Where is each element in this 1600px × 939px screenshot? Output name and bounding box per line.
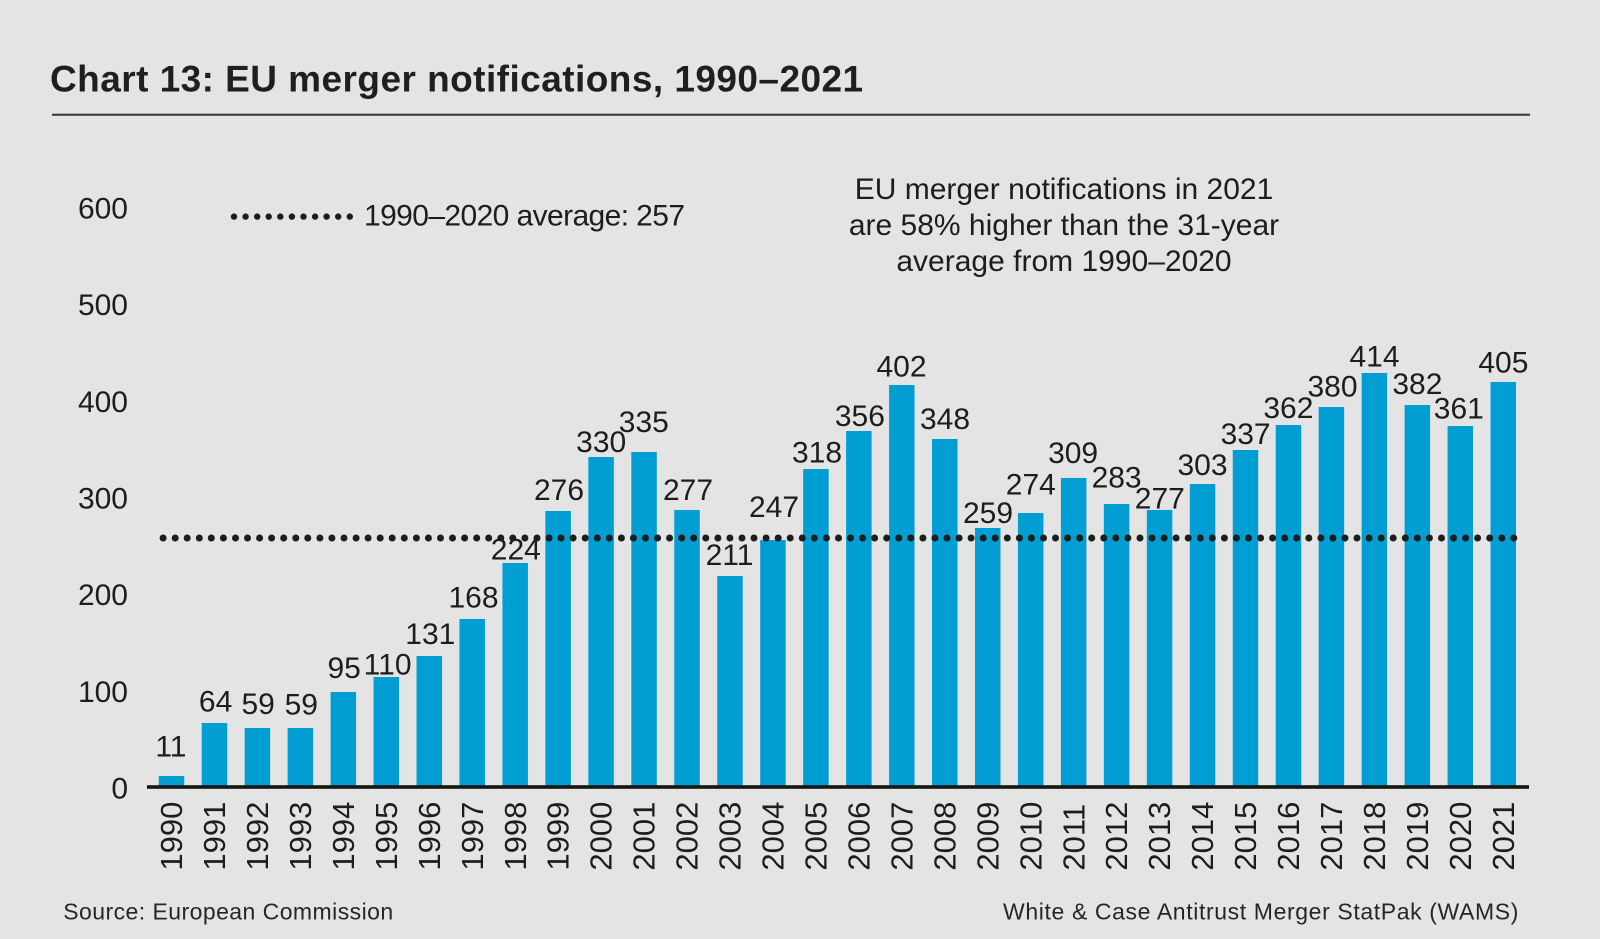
svg-text:1991: 1991 <box>197 802 232 871</box>
svg-text:11: 11 <box>155 731 186 764</box>
svg-text:are 58% higher than the 31-yea: are 58% higher than the 31-year <box>849 209 1279 242</box>
svg-text:2014: 2014 <box>1185 802 1220 871</box>
svg-text:1997: 1997 <box>455 802 490 871</box>
svg-text:362: 362 <box>1263 392 1313 425</box>
svg-text:2009: 2009 <box>970 802 1005 871</box>
svg-text:2015: 2015 <box>1228 802 1263 871</box>
svg-text:2017: 2017 <box>1314 802 1349 871</box>
svg-text:2016: 2016 <box>1271 802 1306 871</box>
svg-text:2006: 2006 <box>842 802 877 871</box>
svg-text:0: 0 <box>111 773 128 806</box>
svg-text:1998: 1998 <box>498 802 533 871</box>
svg-text:309: 309 <box>1048 437 1098 470</box>
svg-text:259: 259 <box>963 497 1013 530</box>
svg-text:382: 382 <box>1392 368 1442 401</box>
svg-text:1999: 1999 <box>541 802 576 871</box>
svg-text:2019: 2019 <box>1400 802 1435 871</box>
svg-text:59: 59 <box>285 689 318 722</box>
svg-text:131: 131 <box>405 618 455 651</box>
svg-text:1990: 1990 <box>154 802 189 871</box>
svg-text:2000: 2000 <box>584 802 619 871</box>
svg-text:380: 380 <box>1307 370 1357 403</box>
svg-text:2003: 2003 <box>713 802 748 871</box>
svg-text:average from 1990–2020: average from 1990–2020 <box>896 245 1231 278</box>
svg-text:1993: 1993 <box>283 802 318 871</box>
svg-text:2001: 2001 <box>627 802 662 871</box>
svg-text:330: 330 <box>576 426 626 459</box>
svg-text:600: 600 <box>78 193 128 226</box>
svg-text:59: 59 <box>242 688 275 721</box>
svg-text:2012: 2012 <box>1099 802 1134 871</box>
svg-text:EU merger notifications in 202: EU merger notifications in 2021 <box>855 173 1274 206</box>
svg-text:1995: 1995 <box>369 802 404 871</box>
svg-text:211: 211 <box>706 539 754 572</box>
svg-text:110: 110 <box>364 648 412 681</box>
svg-text:303: 303 <box>1177 449 1227 482</box>
svg-text:335: 335 <box>619 406 669 439</box>
svg-text:2010: 2010 <box>1013 802 1048 871</box>
svg-text:White & Case Antitrust Merger: White & Case Antitrust Merger StatPak (W… <box>1003 898 1519 924</box>
svg-text:400: 400 <box>78 386 128 419</box>
svg-text:Chart 13: EU merger notificati: Chart 13: EU merger notifications, 1990–… <box>50 58 864 99</box>
svg-text:1996: 1996 <box>412 802 447 871</box>
svg-text:337: 337 <box>1221 418 1271 451</box>
svg-text:100: 100 <box>78 676 128 709</box>
svg-text:2007: 2007 <box>884 802 919 871</box>
svg-text:2020: 2020 <box>1443 802 1478 871</box>
svg-text:283: 283 <box>1092 461 1142 494</box>
svg-text:2018: 2018 <box>1357 802 1392 871</box>
svg-text:2002: 2002 <box>670 802 705 871</box>
svg-text:1992: 1992 <box>240 802 275 871</box>
svg-text:2004: 2004 <box>756 802 791 871</box>
svg-text:348: 348 <box>920 403 970 436</box>
svg-text:64: 64 <box>199 685 232 718</box>
svg-text:2013: 2013 <box>1142 802 1177 871</box>
svg-text:2011: 2011 <box>1056 804 1091 871</box>
svg-text:300: 300 <box>78 483 128 516</box>
svg-text:405: 405 <box>1478 347 1528 380</box>
svg-text:414: 414 <box>1349 340 1399 373</box>
svg-text:356: 356 <box>835 400 885 433</box>
svg-text:2008: 2008 <box>927 802 962 871</box>
svg-text:224: 224 <box>491 534 541 567</box>
svg-text:1994: 1994 <box>326 802 361 871</box>
svg-text:500: 500 <box>78 289 128 322</box>
svg-text:2021: 2021 <box>1486 802 1521 871</box>
svg-text:274: 274 <box>1006 468 1056 501</box>
svg-text:200: 200 <box>78 579 128 612</box>
svg-text:277: 277 <box>1135 482 1185 515</box>
svg-text:361: 361 <box>1434 393 1484 426</box>
svg-text:318: 318 <box>792 437 842 470</box>
svg-text:2005: 2005 <box>799 802 834 871</box>
svg-text:247: 247 <box>749 491 799 524</box>
svg-text:1990–2020 average: 257: 1990–2020 average: 257 <box>364 200 684 233</box>
svg-text:276: 276 <box>534 474 584 507</box>
svg-text:402: 402 <box>876 351 926 384</box>
svg-text:Source: European Commission: Source: European Commission <box>63 898 393 924</box>
svg-text:277: 277 <box>663 474 713 507</box>
svg-text:168: 168 <box>448 582 498 615</box>
svg-text:95: 95 <box>328 652 361 685</box>
